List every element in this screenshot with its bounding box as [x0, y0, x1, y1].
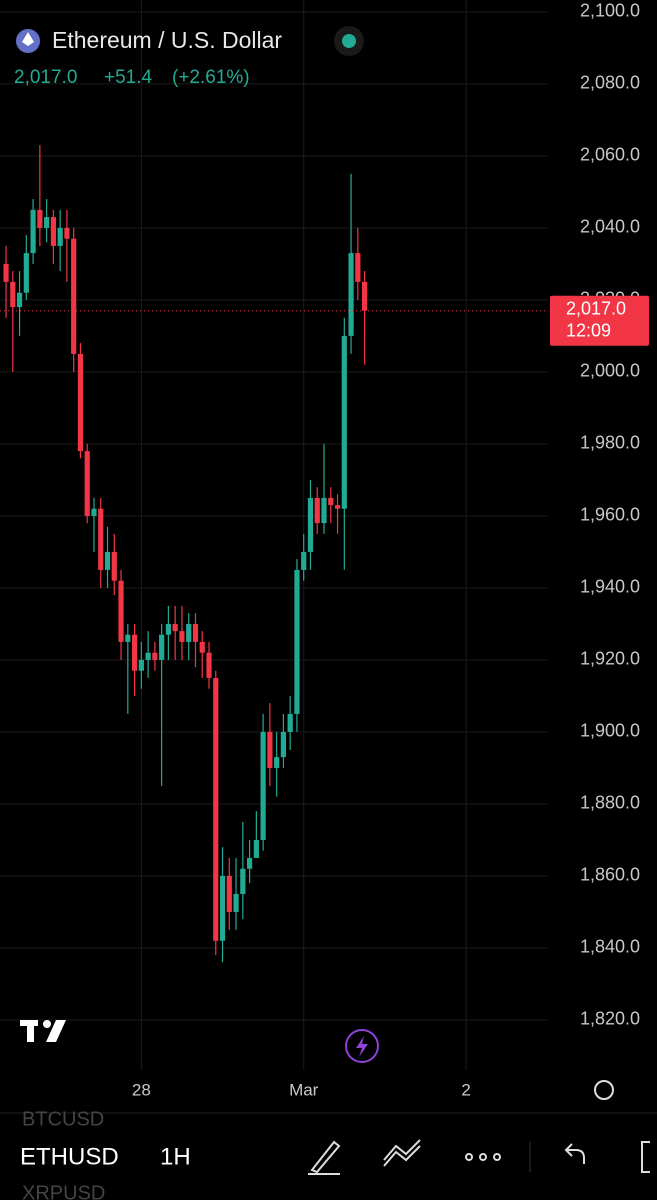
change-pct: (+2.61%) — [172, 67, 250, 88]
undo[interactable] — [564, 1143, 585, 1164]
assistant-button[interactable] — [345, 1029, 379, 1063]
candle-body — [118, 580, 124, 642]
candle-body — [226, 875, 232, 912]
candle-body — [301, 551, 307, 570]
candle-body — [186, 623, 192, 642]
candle-body — [280, 731, 287, 758]
price: 2,017.0 — [14, 67, 77, 88]
x-tick-label: Mar — [289, 1080, 319, 1099]
y-tick-label: 1,820.0 — [580, 1009, 640, 1029]
candle-body — [233, 893, 239, 912]
candle-body — [165, 623, 172, 635]
candle-body — [179, 631, 185, 642]
candle-body — [125, 634, 131, 642]
candle-body — [355, 253, 361, 282]
title: Ethereum / U.S. Dollar — [52, 27, 282, 53]
price-badge-countdown: 12:09 — [566, 320, 611, 340]
candle-body — [50, 217, 56, 246]
candle-body — [240, 868, 246, 894]
candle-body — [131, 634, 138, 671]
candle-body — [23, 253, 29, 293]
candle-body — [260, 731, 266, 840]
candle-body — [321, 497, 327, 524]
candle-body — [104, 551, 111, 570]
x-tick-label: 28 — [132, 1080, 151, 1099]
candle-body — [362, 281, 368, 311]
y-tick-label: 1,960.0 — [580, 505, 640, 525]
price-badge — [550, 295, 649, 346]
candle-body — [152, 652, 158, 660]
y-tick-label: 2,100.0 — [580, 1, 640, 21]
candle-body — [3, 263, 9, 282]
candle-body — [246, 857, 253, 869]
y-tick-label: 1,980.0 — [580, 433, 640, 453]
change: +51.4 — [104, 67, 153, 88]
y-tick-label: 1,920.0 — [580, 649, 640, 669]
candle-body — [77, 353, 84, 452]
ghost-symbol: BTCUSD — [22, 1108, 104, 1130]
symbol[interactable]: ETHUSD — [20, 1143, 119, 1170]
candle-body — [348, 253, 354, 336]
candle-body — [91, 508, 97, 516]
candle-body — [314, 497, 320, 524]
candle-body — [111, 551, 117, 581]
candle-body — [213, 677, 219, 941]
y-tick-label: 1,880.0 — [580, 793, 640, 813]
candle-body — [172, 623, 178, 632]
candle-body — [253, 839, 259, 858]
candle-body — [37, 209, 43, 228]
fullscreen[interactable] — [641, 1141, 650, 1173]
candle-body — [44, 217, 50, 228]
y-tick-label: 2,000.0 — [580, 361, 640, 381]
plot: 2,100.02,080.02,060.02,040.02,020.02,000… — [0, 0, 649, 1099]
indicators[interactable] — [383, 1139, 421, 1167]
candle-body — [206, 652, 212, 678]
candle-body — [98, 508, 104, 570]
candle-body — [192, 623, 199, 642]
candle-body — [159, 634, 165, 660]
candle-body — [341, 335, 347, 509]
price-badge-value: 2,017.0 — [566, 298, 626, 318]
candle-body — [294, 569, 300, 714]
y-tick-label: 1,940.0 — [580, 577, 640, 597]
candle-body — [328, 497, 334, 506]
settings[interactable] — [594, 1080, 614, 1100]
eth-glyph — [22, 32, 34, 46]
draw-tool[interactable] — [308, 1140, 341, 1175]
candle-body — [64, 227, 70, 239]
y-tick-label: 2,080.0 — [580, 73, 640, 93]
y-tick-label: 1,900.0 — [580, 721, 640, 741]
candle-body — [334, 505, 341, 509]
y-tick-label: 1,840.0 — [580, 937, 640, 957]
ghost-symbol: XRPUSD — [22, 1182, 105, 1200]
y-tick-label: 1,860.0 — [580, 865, 640, 885]
candle-body — [145, 652, 151, 660]
candle-body — [287, 713, 293, 732]
x-tick-label: 2 — [461, 1080, 470, 1099]
candle-body — [307, 497, 314, 552]
candle-body — [84, 451, 90, 516]
y-tick-label: 2,040.0 — [580, 217, 640, 237]
more[interactable] — [465, 1153, 501, 1161]
candle-body — [71, 238, 77, 354]
candle-body — [30, 209, 36, 254]
candle-body — [199, 641, 205, 653]
tv-logo — [20, 1020, 66, 1042]
candle-body — [219, 875, 226, 941]
candle-body — [57, 227, 63, 246]
candle-body — [138, 659, 144, 671]
candle-body — [267, 731, 273, 768]
candle-body — [274, 757, 280, 768]
interval[interactable]: 1H — [160, 1143, 191, 1170]
candle-body — [16, 292, 23, 308]
candle-body — [10, 281, 16, 308]
market-status — [342, 34, 356, 48]
y-tick-label: 2,060.0 — [580, 145, 640, 165]
